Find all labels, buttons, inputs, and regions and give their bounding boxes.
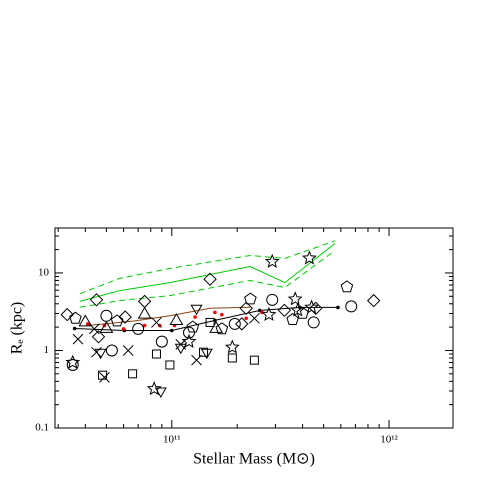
triangle-marker (78, 314, 93, 327)
dot (336, 305, 340, 310)
cross-marker (191, 354, 202, 366)
dot (121, 327, 126, 331)
pentagon-marker (110, 314, 124, 327)
triangle-down-marker (200, 348, 213, 360)
square-marker (199, 347, 209, 357)
star-marker (264, 253, 280, 268)
dot (213, 310, 217, 315)
dot (85, 322, 90, 326)
square-marker (165, 360, 175, 370)
diamond-marker (366, 293, 381, 308)
diamond-marker (235, 317, 249, 331)
y-tick-label: 1 (44, 344, 50, 356)
diamond-marker (89, 293, 104, 307)
star-marker (290, 302, 306, 317)
cross-marker (72, 333, 84, 345)
circle-marker (266, 293, 279, 306)
square-marker (205, 317, 215, 327)
circle-marker (155, 335, 168, 348)
cross-marker (151, 317, 162, 328)
circle-marker (66, 358, 79, 371)
y-tick-label: 0.1 (35, 422, 49, 434)
diamond-marker (91, 330, 106, 344)
star-marker (181, 333, 197, 348)
plot-frame (54, 227, 454, 429)
dot (142, 323, 147, 328)
cross-marker (99, 372, 110, 383)
circle-marker (345, 300, 358, 313)
line (79, 250, 336, 308)
diamond-marker (137, 294, 152, 309)
circle-marker (307, 316, 320, 329)
dot (244, 316, 248, 321)
diamond-marker (309, 301, 323, 316)
dot (193, 315, 197, 319)
star-marker (65, 354, 81, 369)
triangle-marker (99, 320, 114, 333)
pentagon-marker (296, 306, 309, 319)
star-marker (224, 339, 240, 354)
circle-marker (100, 309, 113, 322)
circle-marker (132, 322, 145, 335)
square-marker (227, 353, 237, 363)
triangle-down-marker (154, 387, 167, 398)
diamond-marker (239, 301, 253, 316)
dot (72, 326, 77, 331)
triangle-marker (209, 320, 224, 333)
square-marker (151, 349, 161, 359)
star-marker (304, 299, 320, 314)
pentagon-marker (244, 292, 257, 305)
diamond-marker (60, 307, 74, 322)
triangle-marker (137, 306, 152, 319)
pentagon-marker (340, 280, 354, 293)
star-marker (287, 291, 303, 306)
triangle-down-marker (190, 304, 203, 316)
circle-marker (228, 317, 241, 330)
y-tick-label: 10 (38, 266, 50, 278)
star-marker (261, 306, 277, 321)
diamond-marker (203, 272, 217, 286)
star-marker (146, 380, 162, 396)
cross-marker (249, 312, 260, 324)
x-axis-label: Stellar Mass (M⊙) (193, 451, 315, 468)
pentagon-marker (69, 311, 82, 324)
triangle-down-marker (94, 348, 107, 360)
pentagon-marker (286, 312, 299, 325)
pentagon-marker (215, 322, 229, 335)
circle-marker (182, 326, 195, 339)
dot (169, 328, 174, 333)
line (79, 243, 336, 302)
line (87, 306, 251, 326)
square-marker (128, 369, 138, 379)
square-marker (249, 355, 259, 365)
triangle-marker (169, 313, 184, 325)
dot (220, 312, 224, 317)
triangle-down-marker (174, 343, 187, 355)
diamond-marker (118, 310, 132, 324)
line (79, 240, 336, 295)
x-tick-label: 10¹² (380, 434, 398, 446)
circle-marker (105, 344, 118, 357)
y-axis-label: Rₑ (kpc) (9, 302, 26, 355)
pentagon-marker (186, 320, 200, 333)
star-marker (301, 250, 317, 265)
cross-marker (122, 345, 134, 356)
diamond-marker (277, 303, 292, 318)
x-tick-label: 10¹¹ (163, 434, 181, 446)
